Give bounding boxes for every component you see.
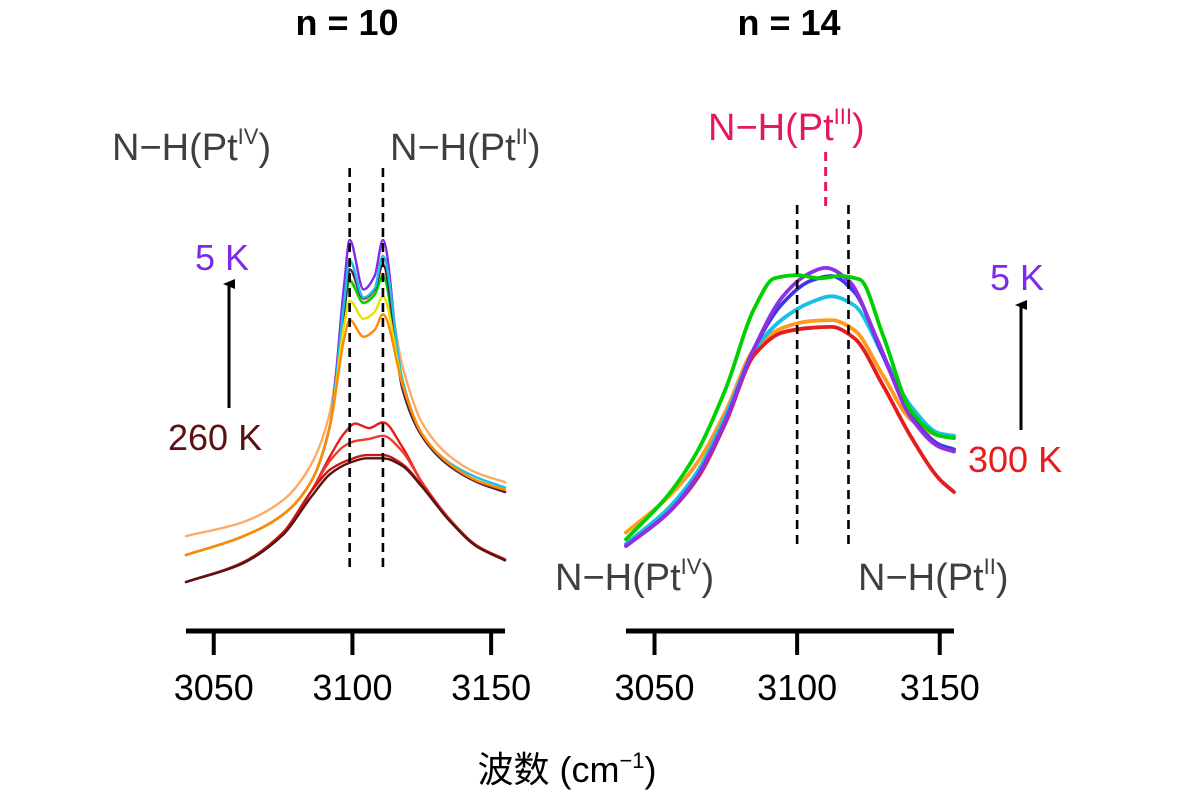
series-line [624, 294, 956, 546]
temperature-label-high: 260 K [168, 417, 262, 458]
annotation-nh-pt2: N−H(PtII) [858, 554, 1009, 599]
x-tick-label: 3050 [174, 667, 254, 708]
annotation-nh-pt3: N−H(PtIII) [708, 104, 865, 149]
temperature-label-low: 5 K [195, 237, 249, 278]
annotation-nh-pt2: N−H(PtII) [390, 124, 541, 169]
series-line [184, 254, 507, 557]
peak-markers [795, 152, 850, 548]
x-tick-label: 3100 [312, 667, 392, 708]
x-tick-label: 3050 [614, 667, 694, 708]
series-group [624, 266, 956, 548]
series-line [624, 266, 956, 548]
x-tick-label: 3100 [757, 667, 837, 708]
annotation-nh-pt4: N−H(PtIV) [555, 554, 714, 599]
series-line [184, 453, 507, 584]
panel-title: n = 10 [295, 2, 398, 43]
series-line [624, 325, 956, 548]
panel-n14: n = 14 N−H(PtIII) N−H(PtIV) N−H(PtII) 5 … [555, 2, 1062, 708]
annotation-nh-pt4: N−H(PtIV) [112, 124, 271, 169]
x-tick-label: 3150 [900, 667, 980, 708]
peak-markers [348, 168, 385, 568]
panel-n10: n = 10 N−H(PtIV) N−H(PtII) 5 K 260 K 305… [112, 2, 541, 708]
x-axis-label: 波数 (cm−1) [477, 748, 656, 790]
x-axis: 3050 3100 3150 [174, 628, 531, 708]
panel-title: n = 14 [737, 2, 840, 43]
series-line [624, 273, 956, 542]
series-group [184, 238, 507, 584]
x-tick-label: 3150 [451, 667, 531, 708]
series-line [184, 313, 507, 557]
series-line [184, 457, 507, 584]
x-axis: 3050 3100 3150 [614, 628, 980, 708]
series-line [184, 263, 507, 557]
temperature-label-low: 5 K [990, 257, 1044, 298]
temperature-label-high: 300 K [968, 439, 1062, 480]
